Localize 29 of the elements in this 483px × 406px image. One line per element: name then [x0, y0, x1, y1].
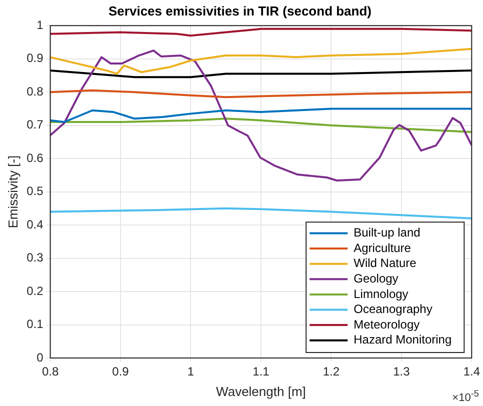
legend-label: Agriculture [354, 240, 412, 255]
legend-label: Oceanography [354, 302, 432, 316]
legend-label: Built-up land [354, 226, 420, 240]
y-tick-label: 0.9 [26, 51, 44, 66]
y-tick-label: 0.7 [26, 118, 44, 132]
x-tick-label: 1.2 [322, 364, 340, 379]
text: ×10$^{-5}$ [452, 388, 479, 404]
x-tick-label: 1.3 [393, 364, 410, 379]
y-tick-label: 0.5 [26, 184, 44, 198]
legend-label: Geology [354, 271, 398, 286]
x-tick-label: 1.1 [252, 364, 270, 379]
y-tick-label: 0.1 [26, 317, 44, 332]
y-tick-label: 0 [36, 350, 44, 364]
y-tick-label: 1 [36, 18, 44, 32]
legend-label: Meteorology [354, 317, 420, 332]
legend-label: Hazard Monitoring [354, 332, 452, 347]
y-tick-label: 0.2 [26, 284, 44, 298]
legend-label: Wild Nature [354, 256, 417, 270]
x-tick-label: 1 [187, 364, 194, 379]
x-tick-label: 1.4 [463, 364, 480, 379]
y-tick-label: 0.6 [26, 150, 44, 165]
y-tick-label: 0.4 [26, 217, 44, 232]
legend-label: Limnology [354, 286, 408, 301]
x-axis-title: Wavelength [m] [216, 384, 306, 399]
x-tick-label: 0.9 [112, 364, 130, 379]
y-tick-label: 0.8 [26, 84, 44, 98]
y-axis-title: Emissivity [-] [5, 155, 20, 228]
chart-title: Services emissivities in TIR (second band) [108, 3, 372, 18]
y-tick-label: 0.3 [26, 250, 44, 265]
